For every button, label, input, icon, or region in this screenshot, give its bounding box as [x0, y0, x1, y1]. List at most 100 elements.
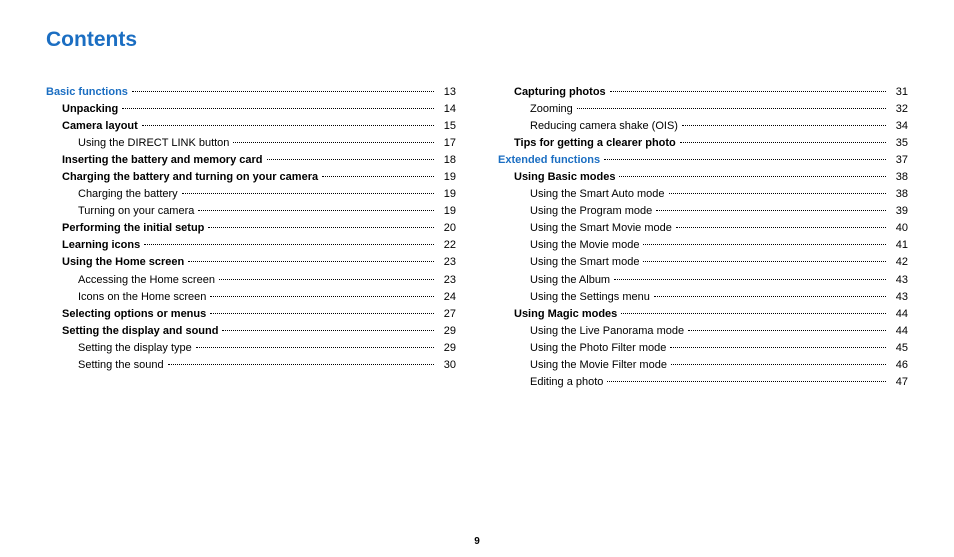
- toc-entry[interactable]: Capturing photos 31: [498, 84, 908, 101]
- toc-label[interactable]: Using the Settings menu: [530, 289, 650, 306]
- toc-label[interactable]: Inserting the battery and memory card: [62, 152, 263, 169]
- toc-entry[interactable]: Turning on your camera 19: [46, 203, 456, 220]
- toc-entry[interactable]: Using the Album 43: [498, 272, 908, 289]
- toc-label[interactable]: Learning icons: [62, 237, 140, 254]
- toc-page[interactable]: 45: [890, 340, 908, 357]
- toc-entry[interactable]: Using the Smart Movie mode 40: [498, 220, 908, 237]
- toc-label[interactable]: Using the Photo Filter mode: [530, 340, 666, 357]
- toc-entry[interactable]: Accessing the Home screen 23: [46, 272, 456, 289]
- toc-page[interactable]: 23: [438, 254, 456, 271]
- toc-entry[interactable]: Using the Movie mode 41: [498, 237, 908, 254]
- toc-entry[interactable]: Extended functions 37: [498, 152, 908, 169]
- toc-label[interactable]: Using the Home screen: [62, 254, 184, 271]
- toc-page[interactable]: 23: [438, 272, 456, 289]
- toc-entry[interactable]: Editing a photo 47: [498, 374, 908, 391]
- toc-page[interactable]: 19: [438, 186, 456, 203]
- toc-page[interactable]: 35: [890, 135, 908, 152]
- toc-label[interactable]: Using the Album: [530, 272, 610, 289]
- toc-page[interactable]: 15: [438, 118, 456, 135]
- toc-label[interactable]: Zooming: [530, 101, 573, 118]
- toc-label[interactable]: Camera layout: [62, 118, 138, 135]
- toc-page[interactable]: 31: [890, 84, 908, 101]
- toc-page[interactable]: 30: [438, 357, 456, 374]
- toc-entry[interactable]: Learning icons 22: [46, 237, 456, 254]
- toc-entry[interactable]: Tips for getting a clearer photo 35: [498, 135, 908, 152]
- toc-page[interactable]: 32: [890, 101, 908, 118]
- toc-page[interactable]: 17: [438, 135, 456, 152]
- toc-page[interactable]: 43: [890, 272, 908, 289]
- toc-entry[interactable]: Using Basic modes38: [498, 169, 908, 186]
- toc-page[interactable]: 44: [890, 323, 908, 340]
- toc-page[interactable]: 14: [438, 101, 456, 118]
- toc-label[interactable]: Using the Smart Movie mode: [530, 220, 672, 237]
- toc-page[interactable]: 19: [438, 169, 456, 186]
- toc-label[interactable]: Setting the display type: [78, 340, 192, 357]
- toc-label[interactable]: Using the Smart Auto mode: [530, 186, 665, 203]
- toc-label[interactable]: Performing the initial setup: [62, 220, 204, 237]
- toc-label[interactable]: Editing a photo: [530, 374, 603, 391]
- toc-label[interactable]: Capturing photos: [514, 84, 606, 101]
- toc-entry[interactable]: Using the Smart Auto mode 38: [498, 186, 908, 203]
- toc-page[interactable]: 41: [890, 237, 908, 254]
- toc-label[interactable]: Using the Program mode: [530, 203, 652, 220]
- toc-page[interactable]: 29: [438, 323, 456, 340]
- toc-entry[interactable]: Reducing camera shake (OIS) 34: [498, 118, 908, 135]
- toc-page[interactable]: 18: [438, 152, 456, 169]
- toc-page[interactable]: 20: [438, 220, 456, 237]
- toc-label[interactable]: Charging the battery: [78, 186, 178, 203]
- toc-entry[interactable]: Using the Smart mode 42: [498, 254, 908, 271]
- toc-entry[interactable]: Using the Program mode 39: [498, 203, 908, 220]
- toc-page[interactable]: 22: [438, 237, 456, 254]
- toc-entry[interactable]: Zooming 32: [498, 101, 908, 118]
- toc-entry[interactable]: Using the Photo Filter mode 45: [498, 340, 908, 357]
- toc-label[interactable]: Extended functions: [498, 152, 600, 169]
- toc-page[interactable]: 46: [890, 357, 908, 374]
- toc-entry[interactable]: Using Magic modes 44: [498, 306, 908, 323]
- toc-label[interactable]: Selecting options or menus: [62, 306, 206, 323]
- toc-label[interactable]: Accessing the Home screen: [78, 272, 215, 289]
- toc-page[interactable]: 39: [890, 203, 908, 220]
- toc-label[interactable]: Using the Smart mode: [530, 254, 639, 271]
- toc-page[interactable]: 47: [890, 374, 908, 391]
- toc-label[interactable]: Icons on the Home screen: [78, 289, 206, 306]
- toc-label[interactable]: Turning on your camera: [78, 203, 194, 220]
- toc-label[interactable]: Reducing camera shake (OIS): [530, 118, 678, 135]
- toc-entry[interactable]: Basic functions 13: [46, 84, 456, 101]
- toc-entry[interactable]: Unpacking 14: [46, 101, 456, 118]
- toc-page[interactable]: 38: [890, 186, 908, 203]
- toc-label[interactable]: Basic functions: [46, 84, 128, 101]
- toc-label[interactable]: Unpacking: [62, 101, 118, 118]
- toc-entry[interactable]: Performing the initial setup 20: [46, 220, 456, 237]
- toc-page[interactable]: 24: [438, 289, 456, 306]
- toc-page[interactable]: 40: [890, 220, 908, 237]
- toc-label[interactable]: Using Magic modes: [514, 306, 617, 323]
- toc-entry[interactable]: Using the Settings menu 43: [498, 289, 908, 306]
- toc-label[interactable]: Setting the display and sound: [62, 323, 218, 340]
- toc-label[interactable]: Tips for getting a clearer photo: [514, 135, 676, 152]
- toc-label[interactable]: Setting the sound: [78, 357, 164, 374]
- toc-page[interactable]: 13: [438, 84, 456, 101]
- toc-page[interactable]: 34: [890, 118, 908, 135]
- toc-entry[interactable]: Using the Home screen 23: [46, 254, 456, 271]
- toc-page[interactable]: 37: [890, 152, 908, 169]
- toc-label[interactable]: Using the Movie mode: [530, 237, 639, 254]
- toc-label[interactable]: Using the Live Panorama mode: [530, 323, 684, 340]
- toc-entry[interactable]: Setting the sound 30: [46, 357, 456, 374]
- toc-entry[interactable]: Using the Live Panorama mode 44: [498, 323, 908, 340]
- toc-page[interactable]: 29: [438, 340, 456, 357]
- toc-entry[interactable]: Setting the display type 29: [46, 340, 456, 357]
- toc-page[interactable]: 19: [438, 203, 456, 220]
- toc-entry[interactable]: Inserting the battery and memory card 18: [46, 152, 456, 169]
- toc-entry[interactable]: Using the DIRECT LINK button 17: [46, 135, 456, 152]
- toc-entry[interactable]: Icons on the Home screen 24: [46, 289, 456, 306]
- toc-page[interactable]: 38: [890, 169, 908, 186]
- toc-page[interactable]: 44: [890, 306, 908, 323]
- toc-label[interactable]: Using the DIRECT LINK button: [78, 135, 229, 152]
- toc-entry[interactable]: Setting the display and sound 29: [46, 323, 456, 340]
- toc-entry[interactable]: Using the Movie Filter mode 46: [498, 357, 908, 374]
- toc-entry[interactable]: Charging the battery 19: [46, 186, 456, 203]
- toc-entry[interactable]: Charging the battery and turning on your…: [46, 169, 456, 186]
- toc-page[interactable]: 43: [890, 289, 908, 306]
- toc-page[interactable]: 42: [890, 254, 908, 271]
- toc-label[interactable]: Using the Movie Filter mode: [530, 357, 667, 374]
